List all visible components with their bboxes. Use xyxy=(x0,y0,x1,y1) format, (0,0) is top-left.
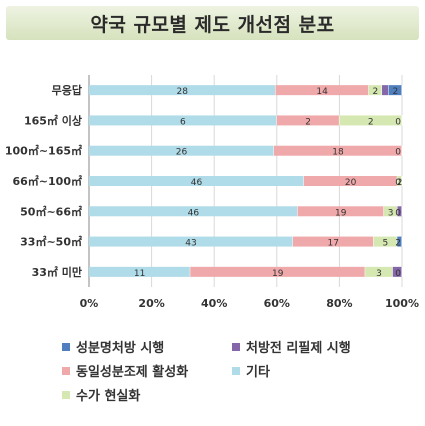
data-label: 3 xyxy=(376,269,382,279)
bar-segment xyxy=(276,115,340,126)
x-tick-label: 100% xyxy=(385,297,419,310)
bar-segment xyxy=(275,85,369,96)
legend-label: 동일성분조제 활성화 xyxy=(76,365,189,380)
bar-segment xyxy=(339,115,402,126)
x-tick-label: 20% xyxy=(138,297,164,310)
legend-item-성분명처방-시행: 성분명처방 시행 xyxy=(62,337,164,356)
x-tick-label: 60% xyxy=(264,297,290,310)
legend-swatch xyxy=(62,390,70,399)
data-label: 19 xyxy=(272,269,284,279)
bar-segment xyxy=(273,145,402,156)
bar-segment xyxy=(368,85,383,96)
bar-segment xyxy=(373,236,398,247)
data-label: 0 xyxy=(395,208,401,218)
y-category-label: 33㎡ 미만 xyxy=(32,265,82,279)
bar-segment xyxy=(397,236,402,247)
data-label: 3 xyxy=(388,208,394,218)
data-label: 28 xyxy=(177,87,189,97)
y-category-label: 무응답 xyxy=(52,83,82,97)
y-category-label: 50㎡~66㎡ xyxy=(20,204,82,218)
x-tick-label: 40% xyxy=(201,297,227,310)
chart-title: 약국 규모별 제도 개선점 분포 xyxy=(90,13,335,36)
bar-segment xyxy=(89,85,276,96)
data-label: 46 xyxy=(191,178,203,188)
bar-segment xyxy=(397,206,402,217)
bar-segment xyxy=(190,266,366,277)
bar-segment xyxy=(365,266,393,277)
data-label: 2 xyxy=(395,239,401,249)
y-category-label: 66㎡~100㎡ xyxy=(13,174,83,188)
legend-label: 처방전 리필제 시행 xyxy=(246,341,351,356)
data-label: 26 xyxy=(176,148,188,158)
legend-swatch xyxy=(62,342,70,351)
bar-segment xyxy=(89,145,274,156)
x-tick-label: 80% xyxy=(326,297,352,310)
bar-segment xyxy=(383,206,398,217)
data-label: 0 xyxy=(395,178,401,188)
legend-swatch xyxy=(62,366,70,375)
data-label: 2 xyxy=(392,87,398,97)
bar-segment xyxy=(297,206,384,217)
data-label: 19 xyxy=(335,208,347,218)
legend-item-처방전-리필제-시행: 처방전 리필제 시행 xyxy=(232,337,351,356)
legend-label: 기타 xyxy=(246,365,270,380)
chart-title-banner: 약국 규모별 제도 개선점 분포 xyxy=(6,6,419,40)
data-label: 11 xyxy=(134,269,145,279)
data-label: 0 xyxy=(395,148,401,158)
data-label: 0 xyxy=(395,117,401,127)
legend-item-동일성분조제-활성화: 동일성분조제 활성화 xyxy=(62,361,188,380)
legend-swatch xyxy=(232,342,240,351)
bar-segment xyxy=(397,176,402,186)
bar-segment xyxy=(89,206,298,217)
y-category-label: 33㎡~50㎡ xyxy=(20,235,82,249)
bar-segment xyxy=(89,236,293,247)
bar-segment xyxy=(89,266,191,277)
data-label: 2 xyxy=(372,87,378,97)
data-label: 14 xyxy=(316,87,328,97)
data-label: 43 xyxy=(185,239,196,249)
legend-swatch xyxy=(232,366,240,375)
bar-segment xyxy=(292,236,374,247)
legend-label: 성분명처방 시행 xyxy=(76,341,165,356)
data-label: 0 xyxy=(395,269,401,279)
data-label: 5 xyxy=(383,239,389,249)
y-category-label: 165㎡ 이상 xyxy=(24,113,82,127)
bar-segment xyxy=(89,176,304,186)
y-category-label: 100㎡~165㎡ xyxy=(5,144,82,158)
legend-item-기타: 기타 xyxy=(232,361,270,380)
legend-label: 수가 현실화 xyxy=(76,389,141,404)
bar-segment xyxy=(303,176,398,186)
data-label: 18 xyxy=(332,148,344,158)
bar-segment xyxy=(382,85,389,96)
bar-segment xyxy=(392,266,402,277)
bar-segment xyxy=(89,115,277,126)
data-label: 2 xyxy=(368,117,374,127)
legend-item-수가-현실화: 수가 현실화 xyxy=(62,385,140,404)
data-label: 17 xyxy=(328,239,339,249)
x-tick-label: 0% xyxy=(80,297,99,310)
data-label: 2 xyxy=(397,178,403,188)
data-label: 46 xyxy=(188,208,200,218)
data-label: 6 xyxy=(180,117,186,127)
data-label: 2 xyxy=(305,117,311,127)
bar-segment xyxy=(388,85,402,96)
data-label: 20 xyxy=(345,178,357,188)
